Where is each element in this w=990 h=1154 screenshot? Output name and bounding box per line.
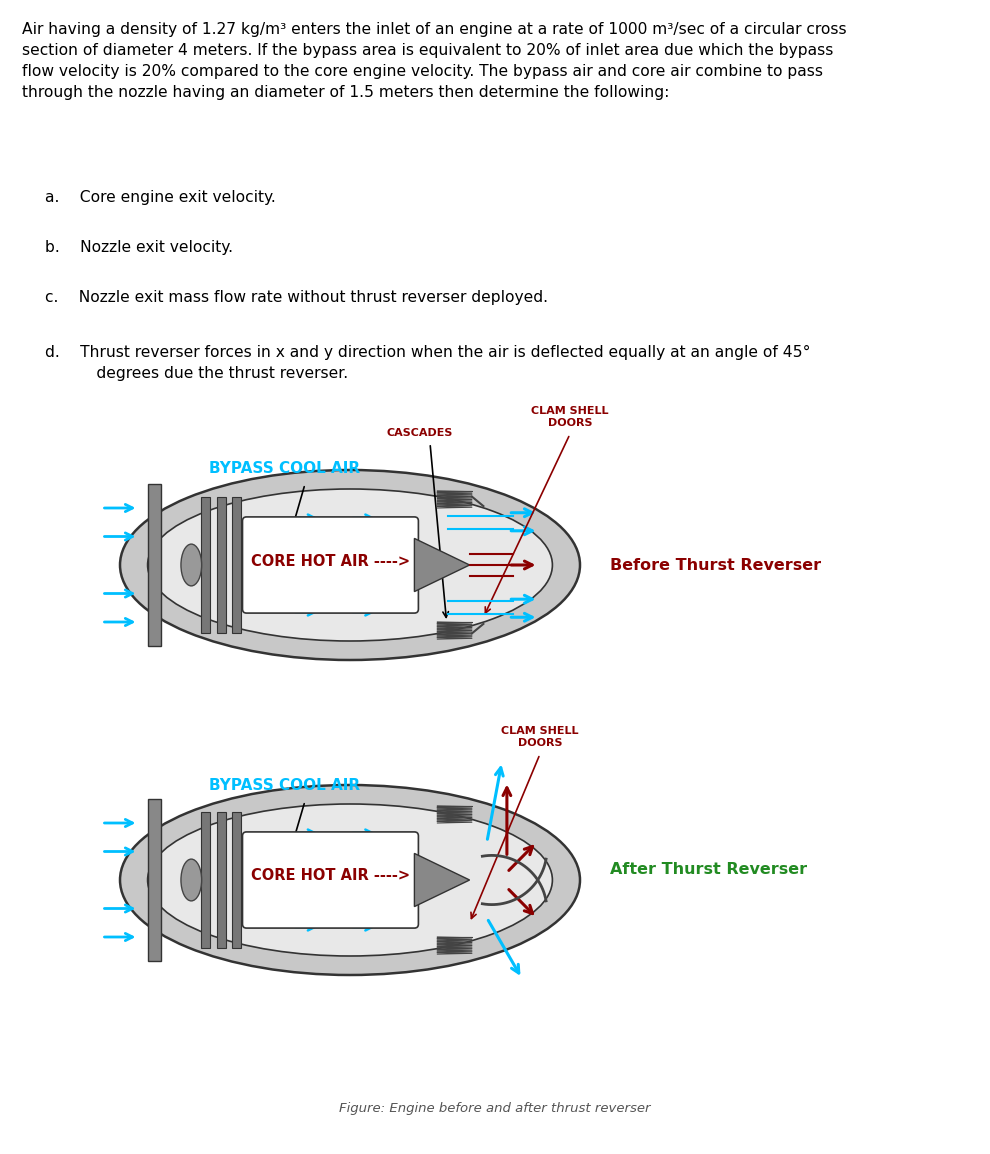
Text: BYPASS COOL AIR: BYPASS COOL AIR (210, 460, 360, 475)
Text: CORE HOT AIR ---->: CORE HOT AIR ----> (250, 869, 410, 884)
Bar (201, 496, 210, 634)
Text: b.  Nozzle exit velocity.: b. Nozzle exit velocity. (45, 240, 233, 255)
Text: CORE HOT AIR ---->: CORE HOT AIR ----> (250, 554, 410, 569)
Bar (232, 811, 241, 949)
Text: a.  Core engine exit velocity.: a. Core engine exit velocity. (45, 190, 276, 205)
Text: c.  Nozzle exit mass flow rate without thrust reverser deployed.: c. Nozzle exit mass flow rate without th… (45, 290, 548, 305)
Ellipse shape (120, 785, 580, 975)
Polygon shape (415, 539, 469, 592)
Ellipse shape (148, 489, 552, 640)
Bar (217, 496, 227, 634)
Text: Before Thurst Reverser: Before Thurst Reverser (610, 557, 821, 572)
Text: CLAM SHELL
DOORS: CLAM SHELL DOORS (532, 406, 609, 428)
Ellipse shape (181, 859, 202, 901)
Text: BYPASS COOL AIR: BYPASS COOL AIR (210, 778, 360, 793)
Ellipse shape (181, 544, 202, 586)
Bar (201, 811, 210, 949)
Bar (217, 811, 227, 949)
Text: Figure: Engine before and after thrust reverser: Figure: Engine before and after thrust r… (340, 1102, 650, 1115)
Text: d.  Thrust reverser forces in x and y direction when the air is deflected equall: d. Thrust reverser forces in x and y dir… (45, 345, 811, 381)
Bar (148, 800, 161, 961)
FancyBboxPatch shape (243, 832, 419, 928)
Bar (232, 496, 241, 634)
Polygon shape (415, 854, 469, 907)
Ellipse shape (148, 804, 552, 956)
Text: Air having a density of 1.27 kg/m³ enters the inlet of an engine at a rate of 10: Air having a density of 1.27 kg/m³ enter… (22, 22, 846, 100)
Ellipse shape (120, 470, 580, 660)
Bar (148, 485, 161, 646)
Text: CASCADES: CASCADES (387, 428, 453, 439)
Text: After Thurst Reverser: After Thurst Reverser (610, 862, 807, 877)
Text: CLAM SHELL
DOORS: CLAM SHELL DOORS (501, 726, 579, 748)
FancyBboxPatch shape (243, 517, 419, 613)
